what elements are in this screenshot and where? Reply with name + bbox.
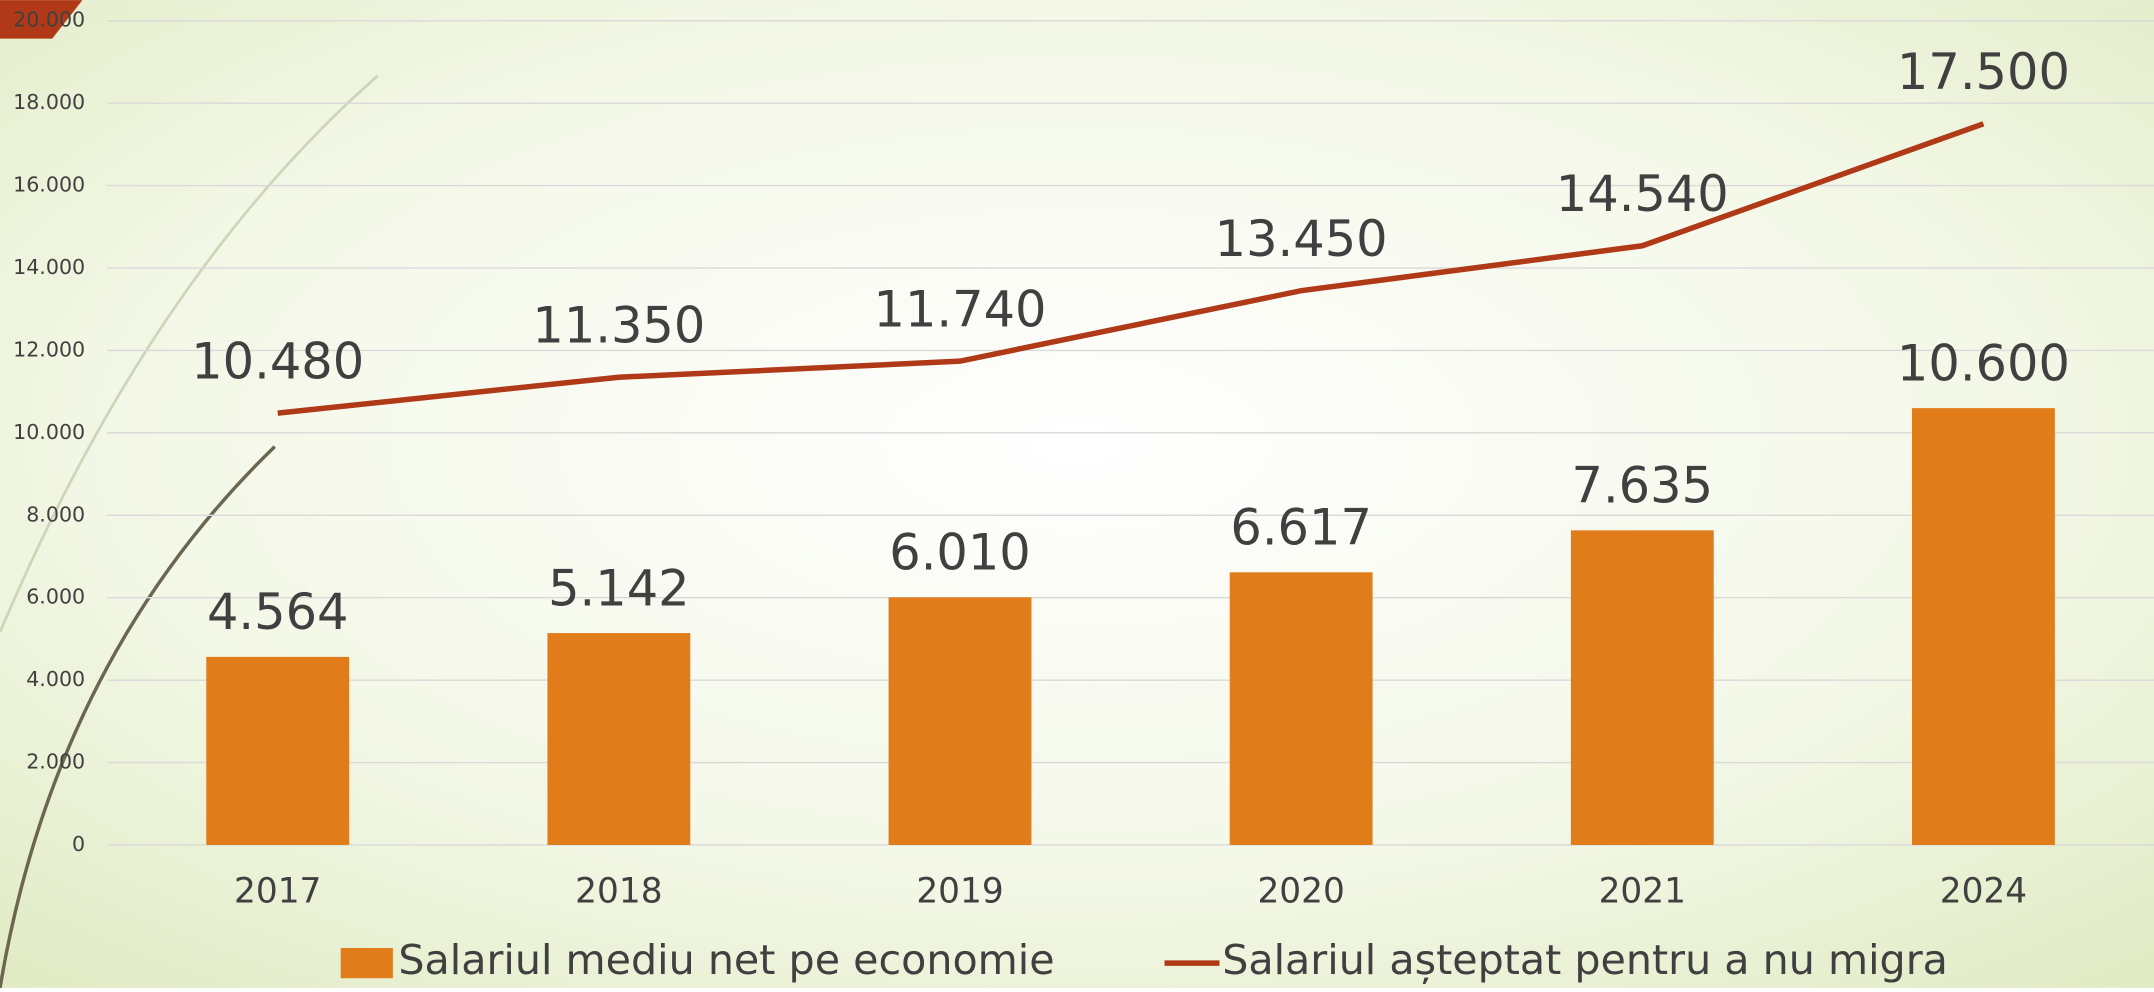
y-tick-label: 18.000 (13, 90, 85, 114)
data-label: 14.540 (1556, 165, 1729, 223)
legend-label: Salariul mediu net pe economie (398, 936, 1054, 984)
x-tick-label: 2024 (1940, 872, 2027, 912)
y-tick-label: 12.000 (13, 337, 85, 361)
x-tick-label: 2018 (575, 872, 662, 912)
x-tick-label: 2017 (234, 872, 321, 912)
data-label: 11.740 (874, 281, 1047, 339)
y-tick-label: 10.000 (13, 420, 85, 444)
bar (206, 656, 350, 845)
data-label: 6.010 (889, 524, 1031, 582)
y-tick-label: 14.000 (13, 255, 85, 279)
data-label: 7.635 (1572, 457, 1714, 515)
data-label: 5.142 (548, 559, 690, 617)
data-label: 10.600 (1897, 334, 2070, 392)
y-tick-label: 6.000 (26, 585, 85, 609)
bar (1570, 530, 1714, 845)
data-label: 10.480 (191, 333, 364, 391)
y-tick-label: 16.000 (13, 173, 85, 197)
line (277, 121, 1985, 416)
legend-swatch (340, 948, 393, 979)
decor-curve (0, 445, 276, 989)
bar (1911, 408, 2055, 845)
x-tick-label: 2021 (1599, 872, 1686, 912)
x-tick-label: 2020 (1257, 872, 1344, 912)
y-tick-label: 4.000 (26, 667, 85, 691)
y-tick-label: 0 (72, 832, 85, 856)
legend-label: Salariul așteptat pentru a nu migra (1222, 936, 1948, 984)
y-tick-label: 20.000 (13, 8, 85, 32)
data-label: 11.350 (532, 297, 705, 355)
data-label: 13.450 (1215, 210, 1388, 268)
decor-curve (0, 74, 379, 633)
x-tick-label: 2019 (916, 872, 1003, 912)
decor-corner (0, 0, 83, 39)
bar (888, 597, 1032, 845)
data-label: 6.617 (1230, 499, 1372, 557)
bar (1229, 572, 1373, 845)
data-label: 17.500 (1897, 43, 2070, 101)
y-tick-label: 8.000 (26, 502, 85, 526)
data-label: 4.564 (207, 583, 349, 641)
bar (547, 633, 691, 845)
y-tick-label: 2.000 (26, 750, 85, 774)
